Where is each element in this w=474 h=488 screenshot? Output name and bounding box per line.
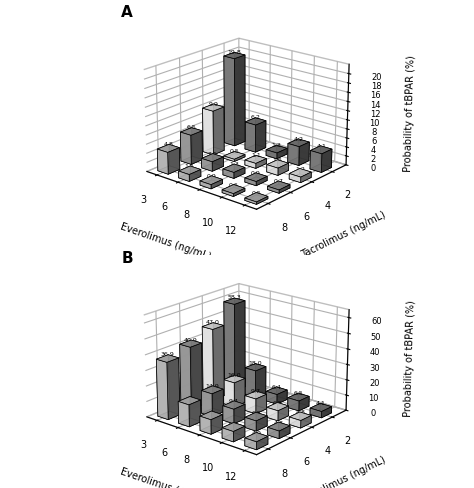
Y-axis label: Tacrolimus (ng/mL): Tacrolimus (ng/mL) [300,455,387,488]
Y-axis label: Tacrolimus (ng/mL): Tacrolimus (ng/mL) [300,209,387,260]
X-axis label: Everolimus (ng/mL): Everolimus (ng/mL) [118,467,212,488]
Text: A: A [121,5,133,20]
X-axis label: Everolimus (ng/mL): Everolimus (ng/mL) [118,222,212,262]
Text: B: B [121,251,133,265]
